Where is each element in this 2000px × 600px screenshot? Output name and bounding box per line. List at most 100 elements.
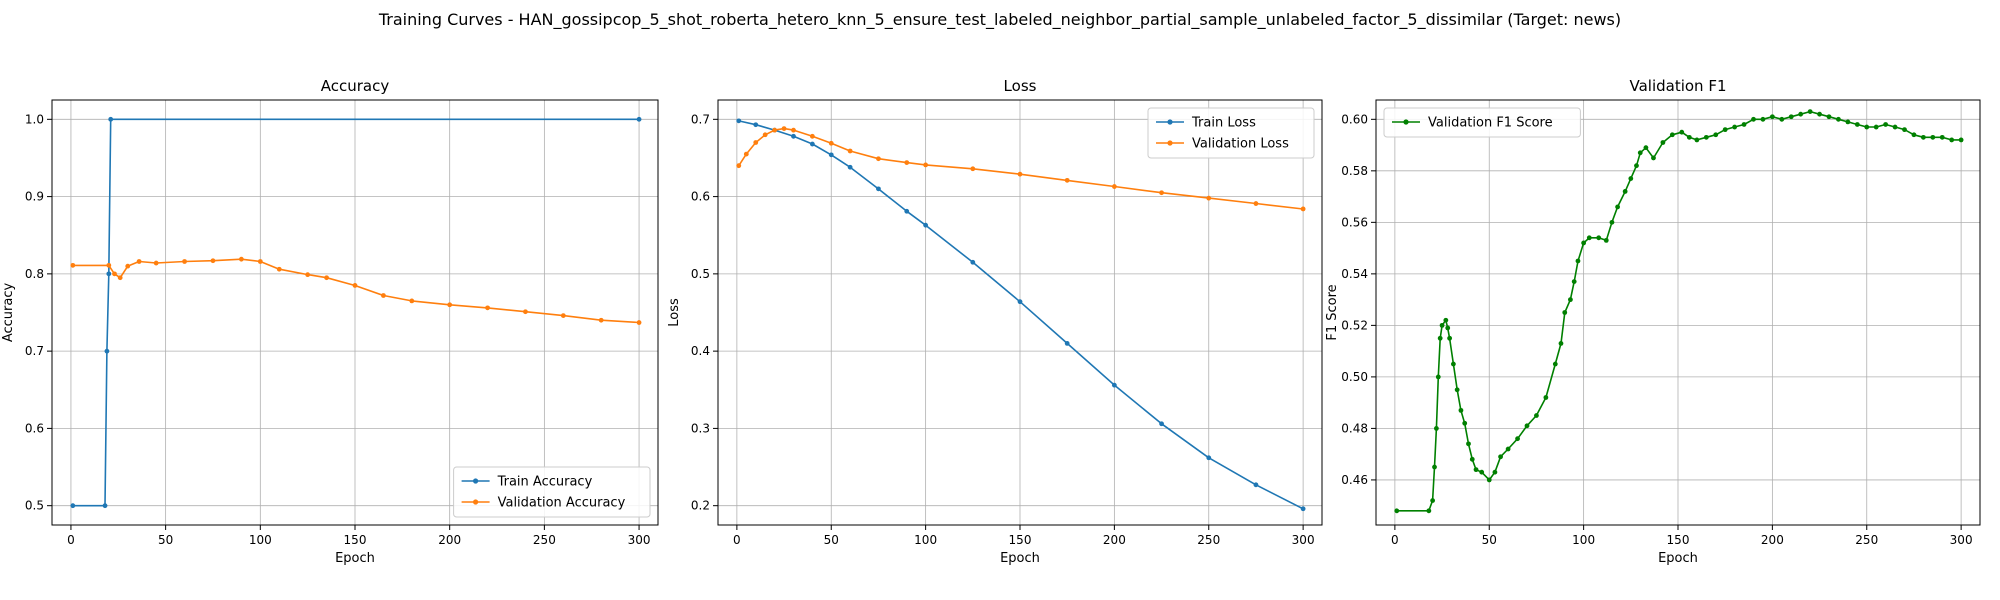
data-point <box>970 166 976 172</box>
data-point <box>1788 114 1794 120</box>
y-tick-label: 0.46 <box>1341 473 1368 487</box>
data-point <box>1669 132 1675 138</box>
legend-box <box>1383 107 1581 138</box>
y-tick-label: 0.58 <box>1341 164 1368 178</box>
y-tick-label: 0.48 <box>1341 421 1368 435</box>
data-point <box>1958 137 1964 143</box>
data-point <box>1064 177 1070 183</box>
x-tick-label: 0 <box>67 533 75 547</box>
x-tick-label: 0 <box>733 533 741 547</box>
x-tick-label: 150 <box>1667 533 1690 547</box>
data-point <box>106 262 112 268</box>
data-point <box>136 259 142 264</box>
data-point <box>1911 132 1917 138</box>
data-point <box>108 116 114 122</box>
data-point <box>1930 134 1936 140</box>
data-point <box>876 156 881 162</box>
legend-marker <box>473 499 479 505</box>
y-axis-label: Accuracy <box>1 283 16 343</box>
data-point <box>636 116 642 122</box>
x-axis-label: Epoch <box>335 551 375 566</box>
panel-title: Validation F1 <box>1629 77 1726 95</box>
legend-box <box>453 466 651 518</box>
y-tick-label: 0.56 <box>1341 215 1368 229</box>
data-point <box>828 152 834 158</box>
data-point <box>182 259 187 264</box>
y-axis-label: F1 Score <box>1325 284 1340 340</box>
legend-label: Train Loss <box>1191 116 1256 131</box>
data-point <box>1817 111 1822 117</box>
x-tick-label: 100 <box>249 533 272 547</box>
data-point <box>1603 237 1609 243</box>
legend: Validation F1 Score <box>1383 107 1581 138</box>
data-point <box>1437 335 1443 341</box>
x-tick-label: 50 <box>1482 533 1497 547</box>
x-tick-label: 100 <box>1572 533 1595 547</box>
data-point <box>1568 297 1573 303</box>
y-tick-label: 0.3 <box>691 421 710 435</box>
y-tick-label: 1.0 <box>25 112 44 126</box>
data-point <box>1473 467 1479 473</box>
data-point <box>1779 116 1785 122</box>
data-point <box>117 275 123 281</box>
y-tick-label: 0.50 <box>1341 370 1368 384</box>
y-tick-label: 0.8 <box>25 267 44 281</box>
data-point <box>381 293 386 298</box>
data-point <box>1892 124 1898 130</box>
data-point <box>276 266 282 272</box>
x-tick-label: 250 <box>1197 533 1220 547</box>
data-point <box>352 283 358 288</box>
data-point <box>305 272 311 278</box>
y-tick-label: 0.5 <box>691 267 710 281</box>
data-point <box>1543 395 1549 400</box>
data-point <box>1498 454 1503 460</box>
data-point <box>753 122 759 128</box>
x-axis-label: Epoch <box>1658 551 1698 566</box>
x-tick-label: 300 <box>628 533 651 547</box>
data-point <box>1596 235 1602 241</box>
legend-marker <box>1403 119 1409 125</box>
panel-title: Loss <box>1004 77 1037 95</box>
data-point <box>1206 195 1212 201</box>
data-point <box>1469 456 1475 462</box>
data-point <box>1713 132 1719 138</box>
series-line-1 <box>738 120 1304 510</box>
data-point <box>1017 171 1023 177</box>
data-point <box>1394 508 1400 514</box>
data-point <box>1435 374 1441 380</box>
x-axis-label: Epoch <box>1000 551 1040 566</box>
data-point <box>1751 116 1756 122</box>
data-point <box>1562 310 1568 315</box>
y-tick-label: 0.60 <box>1341 112 1368 126</box>
data-point <box>1798 111 1804 117</box>
data-point <box>1732 124 1738 130</box>
data-point <box>1426 508 1432 514</box>
data-point <box>1883 122 1889 127</box>
data-point <box>1660 140 1666 145</box>
data-point <box>1458 407 1464 413</box>
data-point <box>1741 122 1747 127</box>
data-point <box>1807 109 1813 114</box>
data-point <box>1609 219 1615 225</box>
data-point <box>1253 201 1259 206</box>
x-tick-label: 0 <box>1391 533 1399 547</box>
data-point <box>210 258 216 264</box>
data-point <box>762 132 768 138</box>
y-tick-label: 0.7 <box>691 112 710 126</box>
x-tick-label: 150 <box>1009 533 1032 547</box>
series-line-2 <box>72 258 640 324</box>
data-point <box>1454 387 1460 393</box>
data-point <box>1826 114 1832 120</box>
x-tick-label: 50 <box>824 533 839 547</box>
data-point <box>1845 119 1851 125</box>
data-point <box>1586 235 1592 241</box>
data-point <box>1902 127 1907 133</box>
x-tick-label: 200 <box>1761 533 1784 547</box>
data-point <box>1836 116 1841 122</box>
data-point <box>743 151 749 157</box>
data-point <box>1430 498 1436 503</box>
data-point <box>809 141 815 147</box>
series-line-1 <box>72 118 640 507</box>
data-point <box>1873 124 1879 130</box>
